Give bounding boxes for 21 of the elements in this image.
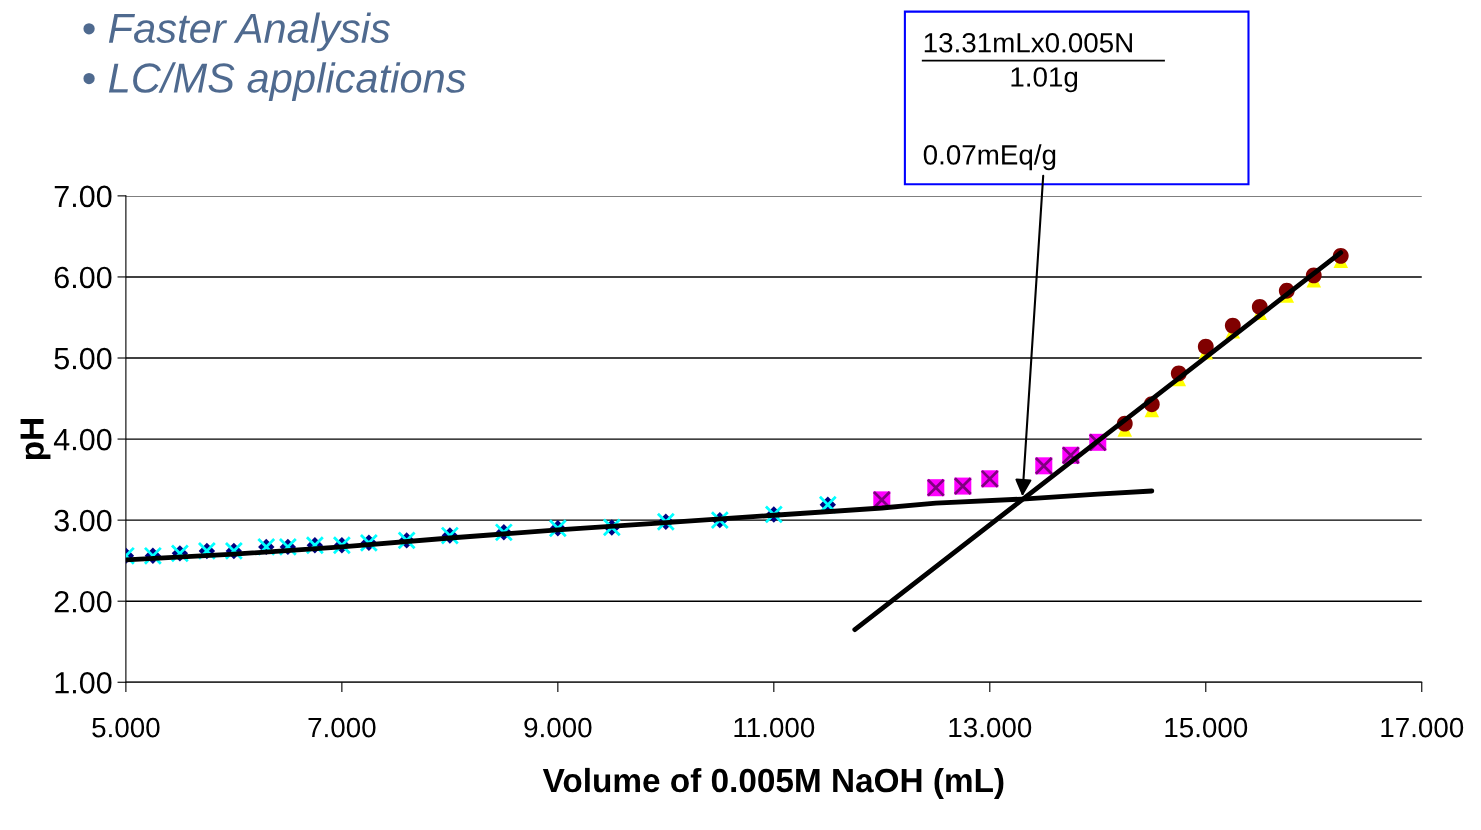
y-tick-label: 4.00 <box>53 428 112 451</box>
y-axis-title: pH <box>20 419 51 460</box>
x-tick-label: 11.000 <box>734 717 815 738</box>
x-axis-title: Volume of 0.005M NaOH (mL) <box>542 767 1004 799</box>
y-tick-label: 3.00 <box>54 509 112 532</box>
x-tick-label: 7.000 <box>308 717 376 738</box>
text: 13.31mLx0.005N <box>924 32 1132 53</box>
y-tick-label: 2.00 <box>54 590 112 613</box>
x-tick-label: 15.000 <box>1165 717 1248 738</box>
x-tick-label: 13.000 <box>949 717 1032 738</box>
x-tick-label: 17.000 <box>1381 717 1464 738</box>
x-tick-label: 5.000 <box>92 717 160 738</box>
y-tick-label: 7.00 <box>54 185 112 208</box>
text: 1.01g <box>1011 67 1078 93</box>
y-tick-label: 1.00 <box>55 672 112 694</box>
text: • LC/MS applications <box>83 62 466 102</box>
y-tick-label: 6.00 <box>54 266 112 289</box>
y-tick-label: 5.00 <box>54 347 112 370</box>
text: • Faster Analysis <box>83 12 391 52</box>
annotation: 0.07mEq/g <box>923 144 1056 171</box>
x-tick-label: 9.000 <box>524 717 592 738</box>
